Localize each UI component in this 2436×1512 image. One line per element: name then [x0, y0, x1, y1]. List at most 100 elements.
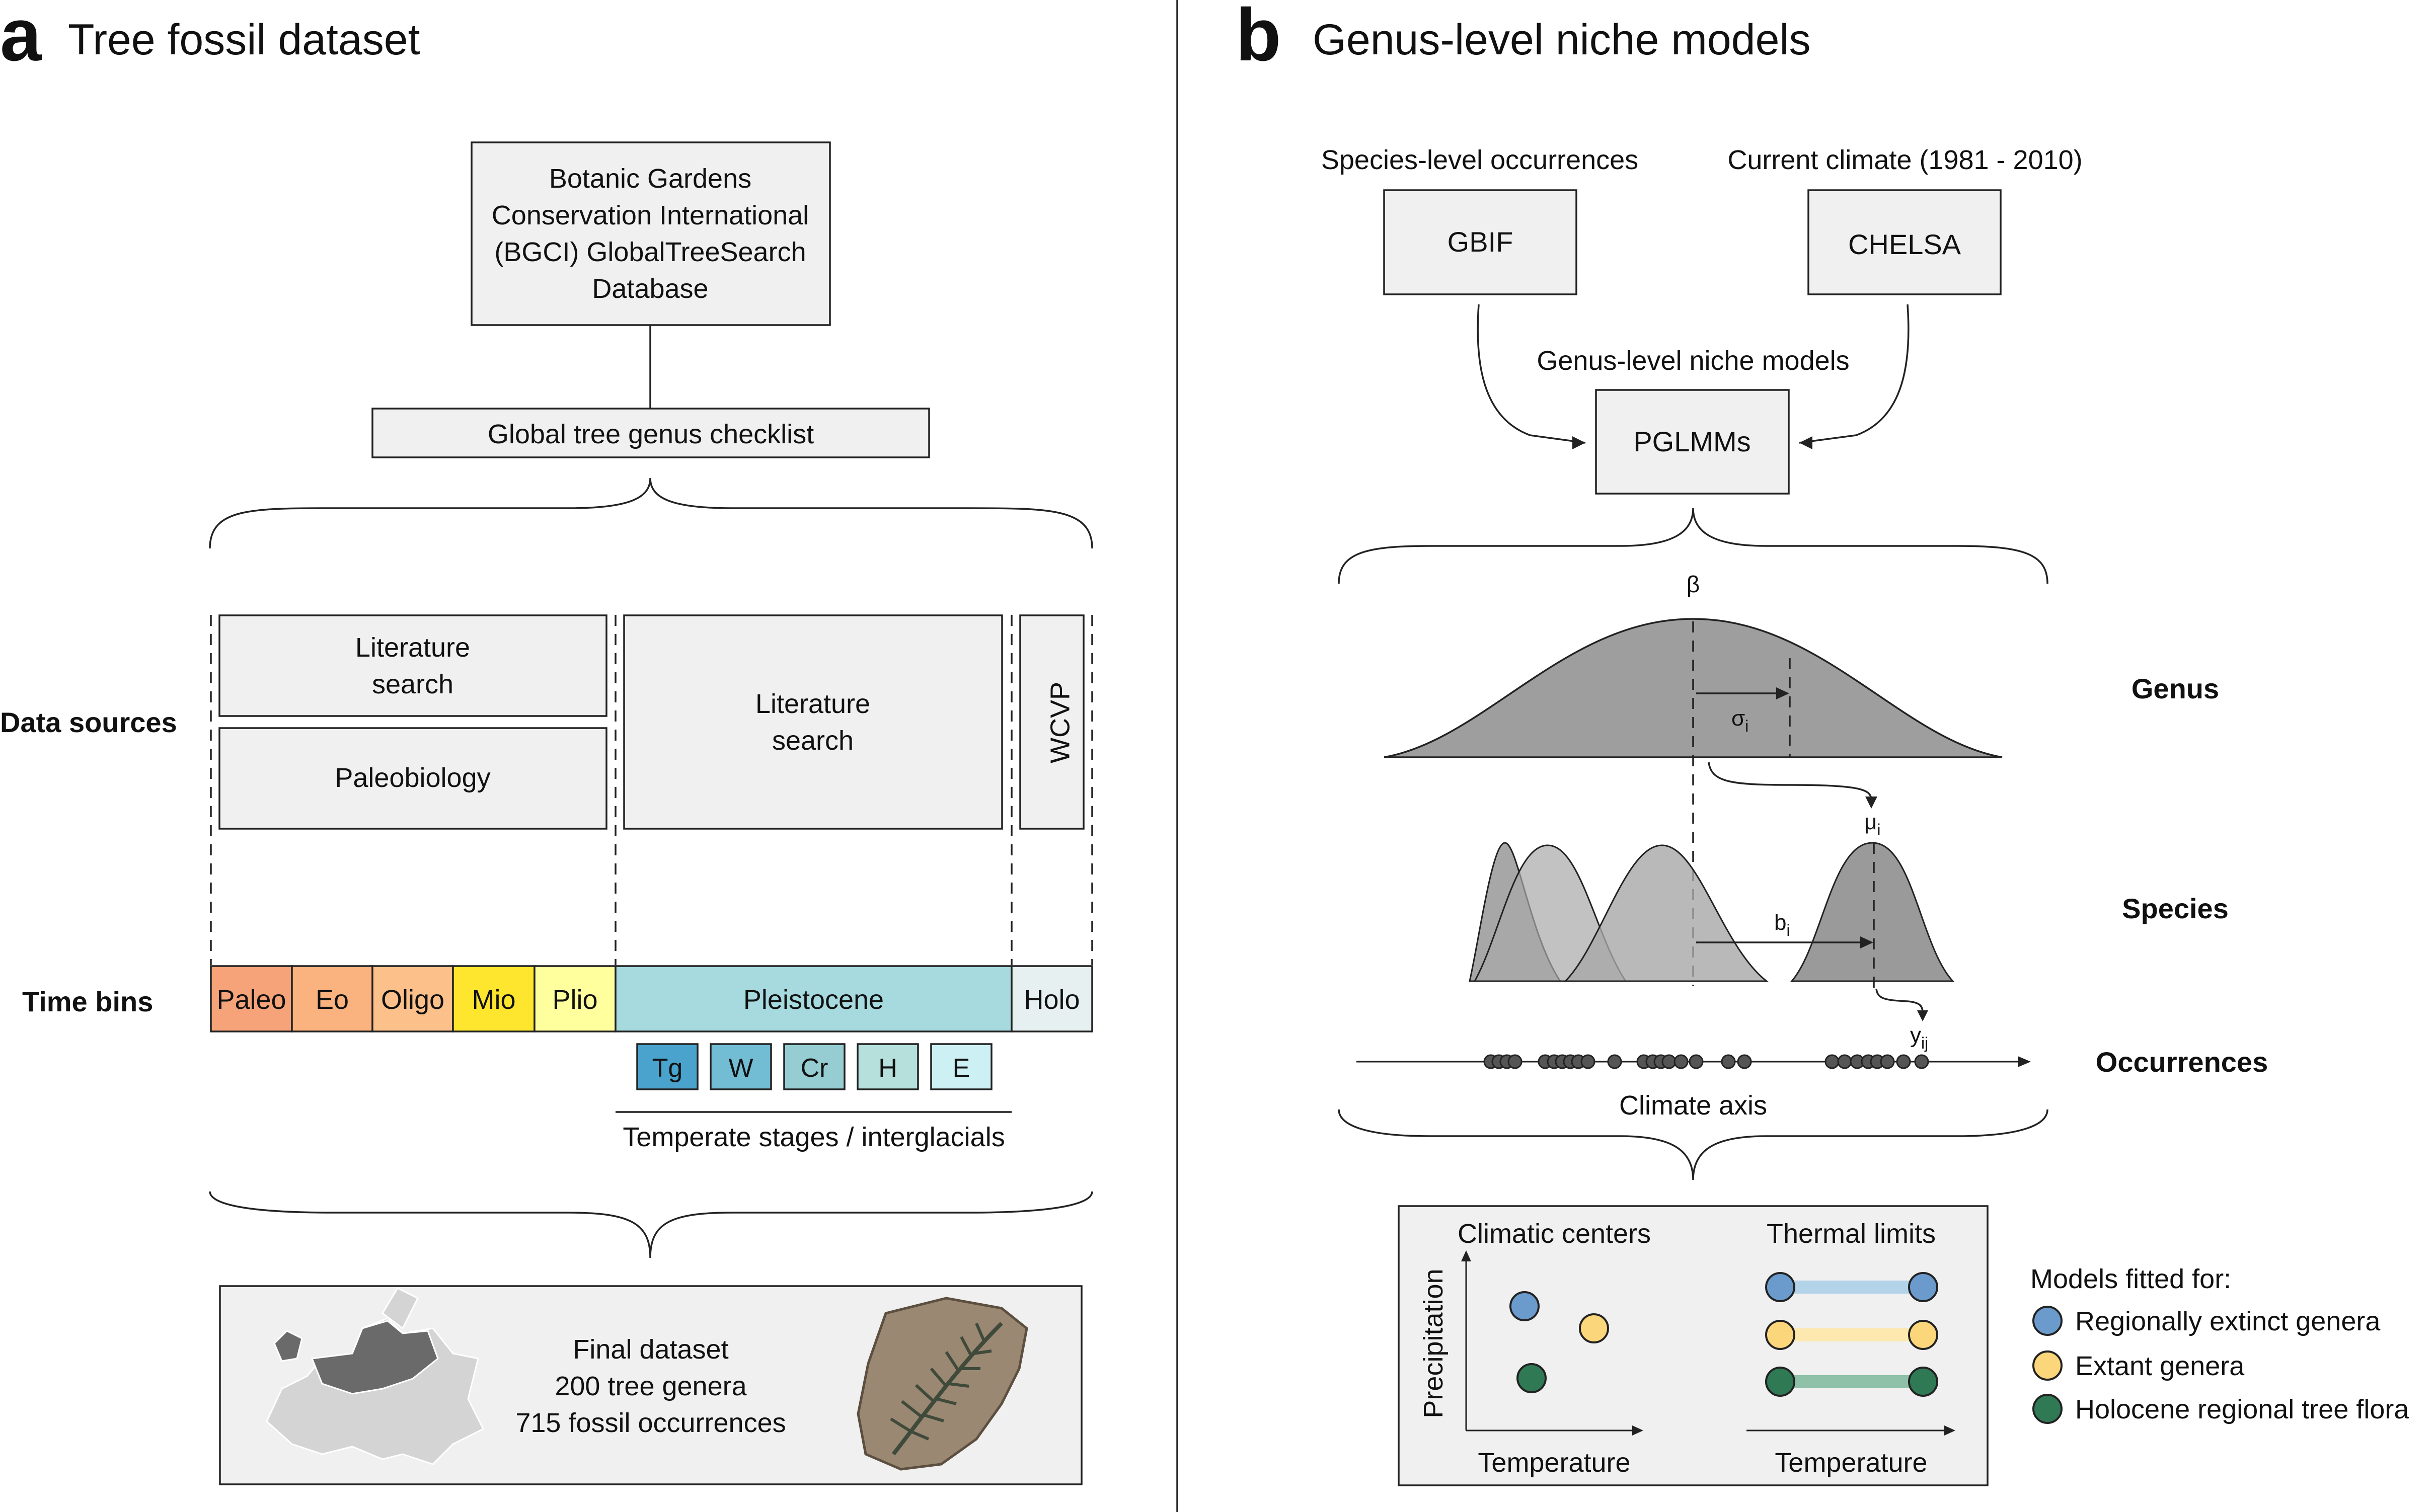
- occurrence-dot: [1673, 1054, 1689, 1069]
- gbif-label: GBIF: [1448, 226, 1513, 258]
- niche-models-label: Genus-level niche models: [1537, 346, 1849, 376]
- chelsa-box: [1807, 189, 2002, 295]
- time-bin-pleistocene: [615, 965, 1013, 1032]
- time-bins-bar: Paleo Eo Oligo Mio Plio Pleistocene Holo: [210, 965, 1093, 1032]
- y-subscript: ij: [1921, 1034, 1928, 1052]
- thermal-limit-min-dot-1: [1765, 1272, 1795, 1302]
- literature-search-box-2: [623, 614, 1003, 830]
- sigma-symbol: σ: [1731, 706, 1745, 731]
- temperature-label-left: Temperature: [1478, 1448, 1630, 1478]
- thermal-limit-max-dot-3: [1908, 1367, 1938, 1397]
- leaf-fossil-image: [857, 1297, 1028, 1471]
- occurrence-dot: [1737, 1054, 1752, 1069]
- brace-checklist: [209, 478, 1093, 549]
- time-bin-label-paleo: Paleo: [216, 985, 286, 1015]
- occurrence-dot: [1721, 1054, 1736, 1069]
- chelsa-arrow: [1799, 304, 1910, 444]
- bgci-line-1: Botanic Gardens: [549, 164, 751, 194]
- data-sources-label: Data sources: [0, 706, 177, 738]
- wcvp-box: [1019, 614, 1085, 830]
- literature-search-box-1: [218, 614, 607, 717]
- legend-label-3: Holocene regional tree flora: [2075, 1394, 2409, 1424]
- stages-caption: Temperate stages / interglacials: [623, 1122, 1005, 1152]
- pglmm-label: PGLMMs: [1633, 426, 1750, 457]
- literature-search-1-line-1: Literature: [355, 632, 470, 663]
- gbif-arrowhead: [1572, 436, 1585, 449]
- stage-box-tg: [636, 1043, 699, 1090]
- bgci-line-2: Conservation International: [492, 200, 809, 230]
- precipitation-label: Precipitation: [1418, 1268, 1449, 1418]
- panel-b-letter: b: [1236, 0, 1281, 76]
- thermal-limit-min-dot-2: [1765, 1320, 1795, 1350]
- occurrence-dot: [1580, 1054, 1595, 1069]
- final-dataset-line-2: 200 tree genera: [555, 1371, 747, 1401]
- occurrence-dot: [1914, 1054, 1929, 1069]
- species-occurrences-label: Species-level occurrences: [1321, 145, 1638, 175]
- occurrence-dots: [1483, 1054, 1929, 1069]
- final-dataset-line-1: Final dataset: [573, 1334, 728, 1365]
- gbif-box: [1383, 189, 1577, 295]
- temperate-stages: Tg W Cr H E: [636, 1043, 993, 1090]
- gbif-arrow: [1477, 304, 1586, 444]
- legend-label-1: Regionally extinct genera: [2075, 1306, 2381, 1336]
- pglmm-box: [1595, 389, 1790, 495]
- final-dataset-line-3: 715 fossil occurrences: [515, 1408, 786, 1438]
- stage-box-cr: [783, 1043, 846, 1090]
- bgci-line-4: Database: [592, 274, 708, 304]
- sigma-arrowhead: [1776, 687, 1789, 699]
- thermal-limits-title: Thermal limits: [1767, 1219, 1936, 1249]
- literature-search-2-line-1: Literature: [755, 689, 870, 719]
- occurrence-dot: [1837, 1054, 1852, 1069]
- temperature-axis-right-arrowhead: [1944, 1425, 1955, 1436]
- beta-label: β: [1687, 571, 1700, 597]
- mu-arrowhead: [1865, 797, 1877, 809]
- temperature-label-right: Temperature: [1775, 1448, 1927, 1478]
- stage-box-w: [710, 1043, 772, 1090]
- b-arrowhead: [1860, 936, 1873, 948]
- time-bin-label-pleistocene: Pleistocene: [743, 985, 884, 1015]
- time-bin-mio: [452, 965, 536, 1032]
- time-bin-paleo: [210, 965, 293, 1032]
- y-arrow: [1875, 988, 1924, 1013]
- legend-swatch-3: [2032, 1394, 2063, 1424]
- mu-label: μi: [1864, 810, 1880, 839]
- stage-label-tg: Tg: [652, 1054, 683, 1083]
- climate-axis-arrowhead: [2018, 1056, 2031, 1067]
- occurrence-dot: [1689, 1054, 1704, 1069]
- mu-arrow: [1708, 762, 1872, 801]
- time-bin-label-eo: Eo: [316, 985, 349, 1015]
- species-curve-4: [1790, 842, 1955, 982]
- b-subscript: i: [1786, 921, 1790, 939]
- legend-title: Models fitted for:: [2030, 1264, 2231, 1294]
- mu-symbol: μ: [1864, 810, 1877, 834]
- legend-label-2: Extant genera: [2075, 1351, 2245, 1381]
- climatic-center-dot-1: [1509, 1291, 1540, 1321]
- climatic-centers-title: Climatic centers: [1458, 1219, 1651, 1249]
- time-bin-label-oligo: Oligo: [381, 985, 444, 1015]
- stage-label-h: H: [878, 1054, 897, 1083]
- europe-map-image: [266, 1287, 485, 1465]
- time-bin-label-plio: Plio: [552, 985, 597, 1015]
- brace-final: [209, 1191, 1093, 1258]
- mu-subscript: i: [1877, 821, 1880, 839]
- legend-swatch-2: [2032, 1350, 2063, 1381]
- thermal-limit-max-dot-2: [1908, 1320, 1938, 1350]
- paleobiology-box: [218, 727, 607, 830]
- brace-pglmm: [1338, 508, 2048, 584]
- climate-axis-label: Climate axis: [1619, 1090, 1767, 1121]
- climatic-center-dot-3: [1516, 1363, 1547, 1393]
- stage-label-w: W: [728, 1054, 753, 1083]
- stage-label-cr: Cr: [801, 1054, 828, 1083]
- time-bin-holo: [1011, 965, 1093, 1032]
- thermal-limit-max-dot-1: [1908, 1272, 1938, 1302]
- stage-label-e: E: [953, 1054, 970, 1083]
- occurrence-dot: [1607, 1054, 1622, 1069]
- occurrence-dot: [1661, 1054, 1677, 1069]
- b-symbol: b: [1774, 910, 1786, 935]
- species-level-label: Species: [2122, 893, 2229, 924]
- genus-checklist-label: Global tree genus checklist: [488, 419, 814, 449]
- literature-search-2-line-2: search: [772, 726, 854, 756]
- time-bins-label: Time bins: [22, 986, 153, 1017]
